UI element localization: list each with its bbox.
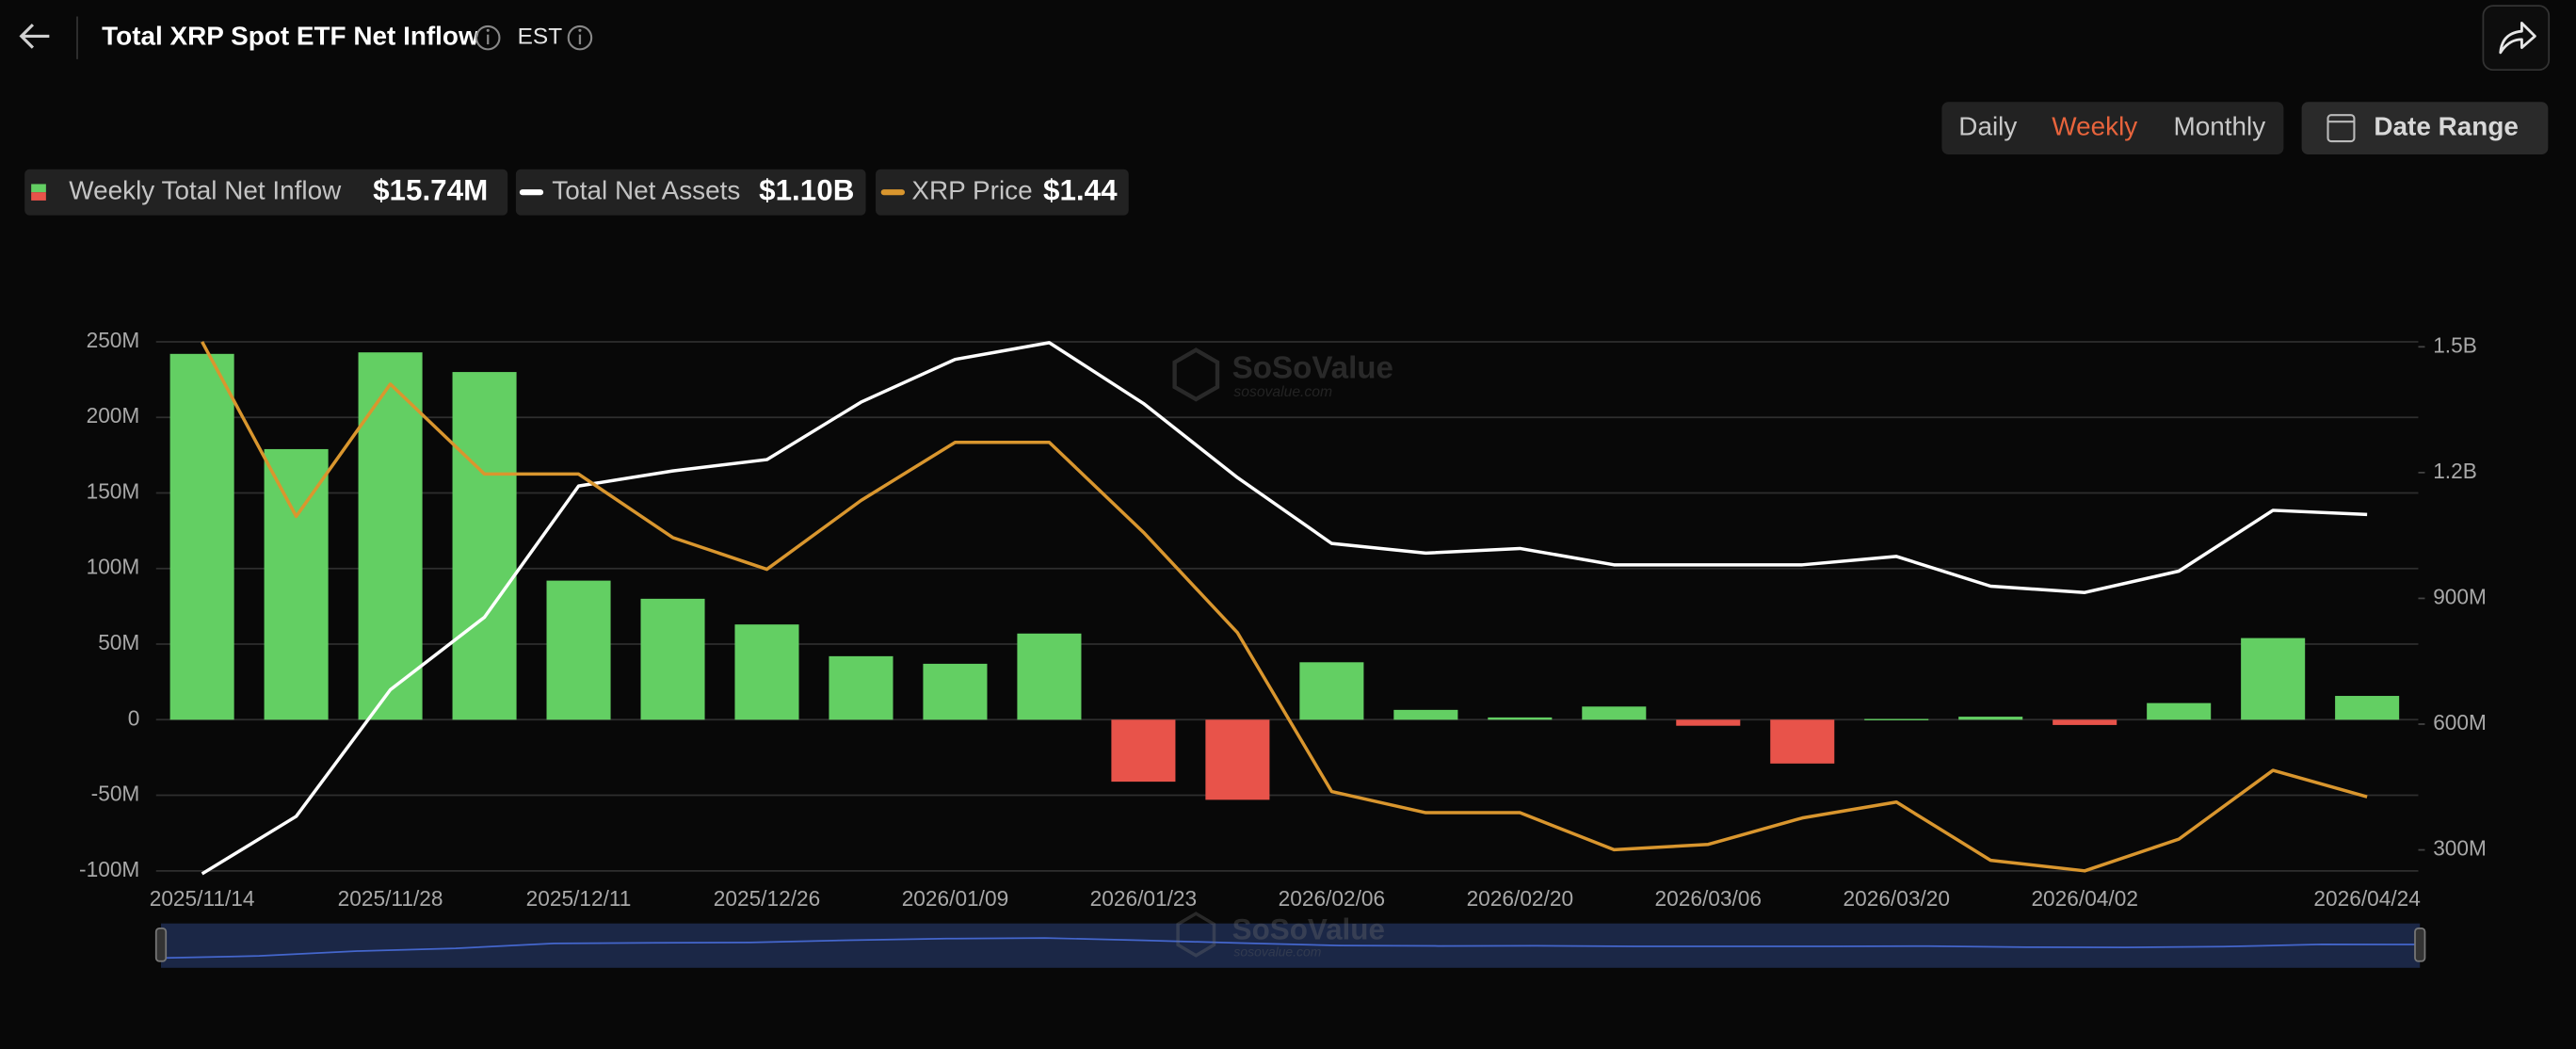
page-title: Total XRP Spot ETF Net Inflow — [102, 22, 479, 51]
y-tick-label: 250M — [87, 328, 140, 352]
period-option[interactable]: Weekly — [2052, 112, 2137, 141]
navigator-bg — [161, 923, 2421, 968]
y2-tick-label: 1.5B — [2433, 332, 2477, 357]
legend-swatch — [31, 192, 46, 201]
bar — [2241, 637, 2306, 720]
line-series — [201, 341, 2368, 876]
bar — [169, 353, 234, 720]
navigator-watermark: SoSoValue sosovalue.com — [1176, 912, 1385, 960]
bar — [1488, 717, 1553, 720]
back-arrow — [19, 24, 50, 49]
x-tick-label: 2026/02/20 — [1467, 886, 1573, 911]
watermark-site: sosovalue.com — [1233, 384, 1332, 400]
y-tick-label: 100M — [87, 555, 140, 579]
bar — [923, 663, 988, 720]
watermark-brand: SoSoValue — [1232, 350, 1393, 385]
navigator-handle[interactable] — [2414, 928, 2426, 962]
date-range-label: Date Range — [2374, 112, 2519, 141]
y-tick-label: -100M — [79, 857, 139, 881]
legend-label: XRP Price — [911, 176, 1032, 205]
bar — [1864, 718, 1929, 720]
legend-swatch — [31, 184, 46, 193]
bar — [1017, 633, 1082, 720]
bar — [1676, 719, 1741, 726]
y-tick-label: 200M — [87, 403, 140, 428]
bar — [1958, 717, 2023, 720]
bar — [640, 598, 705, 720]
bar — [2053, 719, 2117, 725]
bar — [1299, 662, 1364, 720]
bar — [1205, 719, 1270, 800]
legend-item[interactable]: Total Net Assets $1.10B — [515, 169, 866, 216]
info-icon[interactable] — [567, 24, 593, 51]
calendar-icon — [2326, 114, 2356, 143]
y-tick-label: 150M — [87, 478, 140, 503]
legend-bg — [24, 169, 508, 216]
line-series — [201, 341, 2368, 873]
date-range-bg — [2301, 102, 2549, 155]
date-range-button[interactable]: Date Range — [2301, 102, 2549, 155]
legend-value: $1.44 — [1043, 173, 1118, 206]
legend-label: Weekly Total Net Inflow — [69, 176, 342, 205]
y2-tick-label: 300M — [2433, 836, 2487, 861]
legend-item[interactable]: Weekly Total Net Inflow $15.74M — [24, 169, 508, 216]
legend-bg — [876, 169, 1129, 216]
legend-item[interactable]: XRP Price $1.44 — [876, 169, 1129, 216]
y-tick-label: -50M — [91, 782, 140, 806]
bar — [2147, 702, 2212, 720]
x-tick-label: 2026/04/02 — [2031, 886, 2137, 911]
back-button[interactable] — [19, 24, 50, 49]
timezone: EST — [518, 24, 563, 50]
x-tick-label: 2025/11/14 — [150, 886, 255, 911]
bar — [734, 624, 799, 720]
period-option[interactable]: Monthly — [2173, 112, 2265, 141]
legend-value: $15.74M — [373, 173, 488, 206]
bar — [264, 448, 329, 720]
x-tick-label: 2025/11/28 — [338, 886, 443, 911]
info-icon[interactable] — [475, 24, 501, 51]
share-button[interactable] — [2482, 5, 2551, 72]
navigator-line — [160, 937, 2421, 960]
x-tick-label: 2025/12/11 — [526, 886, 632, 911]
x-tick-label: 2026/03/20 — [1843, 886, 1950, 911]
period-option[interactable]: Daily — [1958, 112, 2017, 141]
y-tick-label: 50M — [98, 630, 139, 654]
x-tick-label: 2026/04/24 — [2313, 886, 2420, 911]
watermark-site: sosovalue.com — [1233, 944, 1321, 960]
legend-bg — [515, 169, 866, 216]
y2-tick-label: 900M — [2433, 584, 2487, 608]
x-tick-label: 2026/01/23 — [1090, 886, 1197, 911]
bar — [1582, 706, 1647, 720]
bar — [1770, 719, 1835, 764]
bar — [1393, 709, 1458, 720]
bar — [829, 655, 894, 720]
y2-tick-label: 1.2B — [2433, 459, 2477, 483]
legend-value: $1.10B — [759, 173, 854, 206]
y2-tick-label: 600M — [2433, 710, 2487, 734]
legend-label: Total Net Assets — [552, 176, 740, 205]
bar — [546, 580, 611, 720]
navigator-handle[interactable] — [154, 928, 168, 962]
x-tick-label: 2026/03/06 — [1655, 886, 1762, 911]
watermark: SoSoValue sosovalue.com — [1172, 347, 1393, 402]
x-tick-label: 2025/12/26 — [714, 886, 820, 911]
watermark-brand: SoSoValue — [1232, 913, 1385, 946]
bar — [452, 372, 517, 720]
y-tick-label: 0 — [128, 705, 140, 730]
x-tick-label: 2026/02/06 — [1279, 886, 1385, 911]
period-group — [1941, 102, 2284, 155]
bar — [1111, 719, 1176, 783]
x-tick-label: 2026/01/09 — [902, 886, 1008, 911]
bar — [2335, 696, 2400, 720]
